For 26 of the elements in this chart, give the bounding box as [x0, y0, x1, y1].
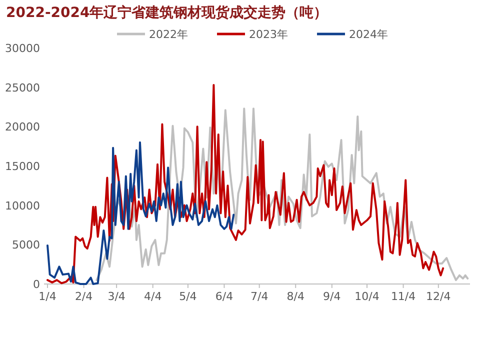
legend-label: 2022年: [149, 28, 188, 41]
x-tick-label: 8/4: [286, 290, 304, 303]
y-tick-label: 0: [33, 278, 40, 291]
x-tick-label: 7/4: [250, 290, 268, 303]
x-tick-label: 11/4: [390, 290, 416, 303]
x-tick-label: 4/4: [144, 290, 162, 303]
y-tick-label: 30000: [5, 42, 40, 55]
x-tick-label: 2/4: [74, 290, 93, 303]
x-tick-label: 9/4: [323, 290, 341, 303]
line-series: [46, 84, 444, 284]
y-tick-label: 20000: [5, 120, 40, 134]
x-tick-label: 1/4: [38, 290, 56, 303]
line-series: [46, 141, 235, 285]
y-tick-label: 25000: [5, 81, 40, 94]
y-tick-label: 5000: [12, 238, 40, 252]
x-tick-label: 10/4: [354, 290, 380, 303]
y-tick-label: 10000: [5, 199, 40, 212]
legend-label: 2024年: [349, 28, 388, 41]
legend-label: 2023年: [249, 28, 288, 41]
chart-title: 2022-2024年辽宁省建筑钢材现货成交走势（吨）: [6, 4, 328, 21]
x-tick-label: 3/4: [108, 290, 126, 303]
line-series: [96, 108, 469, 282]
x-tick-label: 6/4: [215, 290, 234, 303]
x-tick-label: 5/4: [179, 290, 197, 303]
y-tick-label: 15000: [5, 160, 40, 173]
x-tick-label: 12/4: [426, 290, 451, 303]
